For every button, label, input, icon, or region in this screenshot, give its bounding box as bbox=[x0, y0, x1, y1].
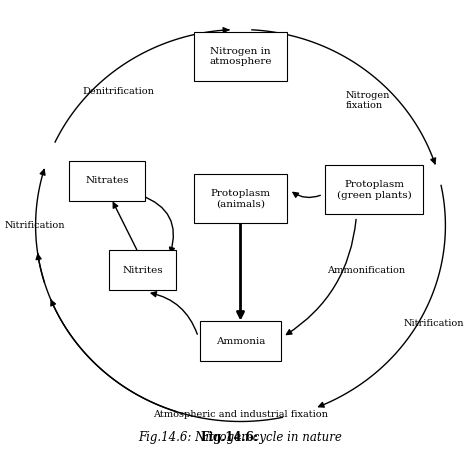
FancyBboxPatch shape bbox=[194, 174, 287, 223]
Text: Fig.14.6:: Fig.14.6: bbox=[201, 431, 258, 444]
FancyArrowPatch shape bbox=[113, 202, 137, 250]
FancyArrowPatch shape bbox=[237, 224, 244, 318]
FancyBboxPatch shape bbox=[201, 321, 281, 361]
FancyArrowPatch shape bbox=[151, 292, 197, 334]
FancyBboxPatch shape bbox=[69, 161, 145, 201]
Text: Nitrites: Nitrites bbox=[122, 266, 163, 275]
Text: Fig.14.6: Nitrogen-cycle in nature: Fig.14.6: Nitrogen-cycle in nature bbox=[138, 431, 342, 444]
Text: Denitrification: Denitrification bbox=[82, 87, 154, 97]
FancyBboxPatch shape bbox=[325, 166, 423, 214]
FancyArrowPatch shape bbox=[286, 219, 356, 335]
Text: Nitrates: Nitrates bbox=[85, 176, 128, 185]
Text: Nitrogen
fixation: Nitrogen fixation bbox=[345, 91, 390, 110]
Text: Nitrification: Nitrification bbox=[4, 221, 65, 230]
FancyBboxPatch shape bbox=[194, 32, 287, 81]
FancyBboxPatch shape bbox=[109, 250, 176, 290]
Text: Atmospheric and industrial fixation: Atmospheric and industrial fixation bbox=[153, 410, 328, 419]
FancyArrowPatch shape bbox=[141, 195, 174, 253]
Text: Ammonification: Ammonification bbox=[328, 266, 405, 275]
Text: Protoplasm
(animals): Protoplasm (animals) bbox=[210, 189, 271, 208]
Text: Nitrogen in
atmosphere: Nitrogen in atmosphere bbox=[209, 46, 272, 66]
Text: Ammonia: Ammonia bbox=[216, 337, 265, 346]
Text: Nitrification: Nitrification bbox=[404, 319, 465, 328]
Text: Protoplasm
(green plants): Protoplasm (green plants) bbox=[337, 180, 411, 200]
FancyArrowPatch shape bbox=[293, 193, 320, 198]
